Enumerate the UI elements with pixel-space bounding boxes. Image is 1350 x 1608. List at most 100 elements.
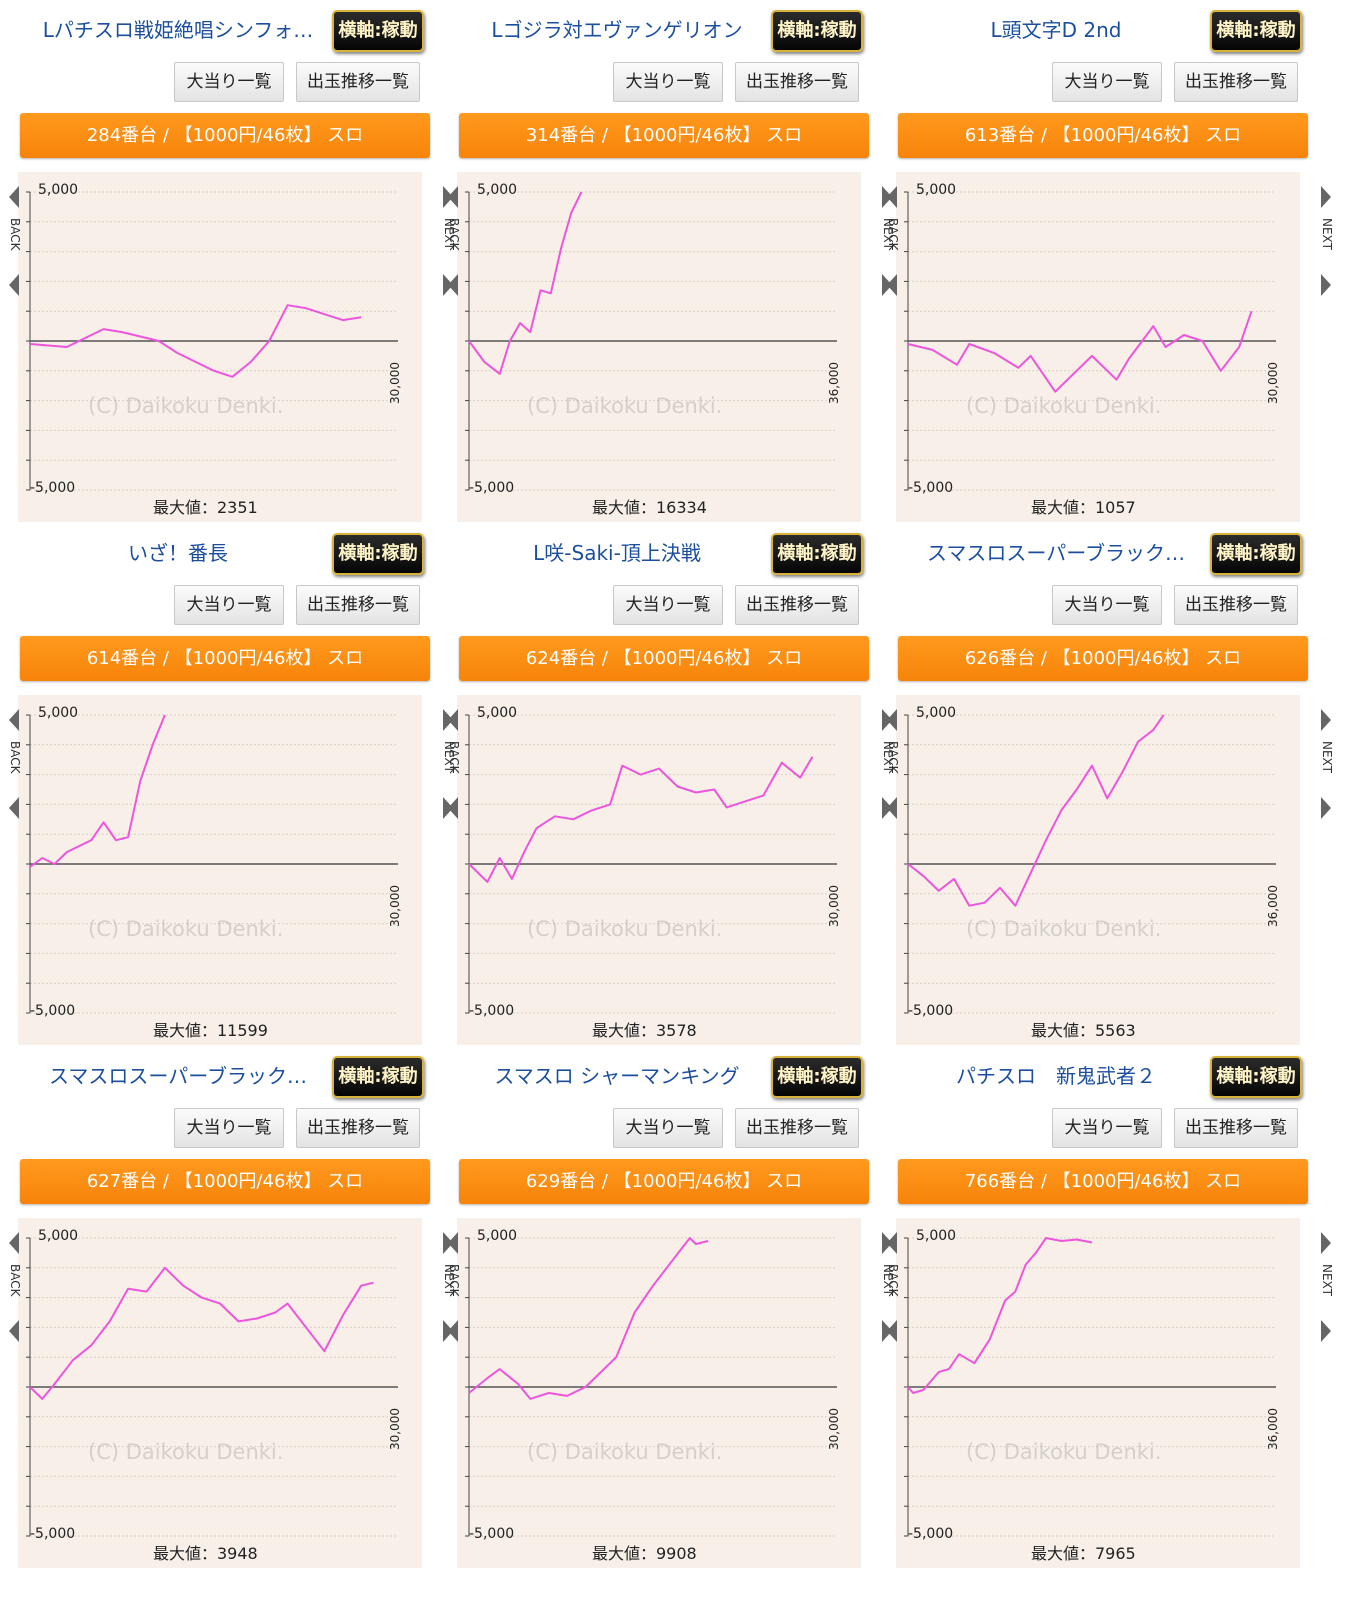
chart-svg <box>18 695 422 1045</box>
y-max-label: 5,000 <box>916 705 957 721</box>
machine-title-link[interactable]: Lゴジラ対エヴァンゲリオン <box>491 18 743 42</box>
next-label: NEXT <box>442 1264 456 1296</box>
payout-trend-list-button[interactable]: 出玉推移一覧 <box>1174 62 1298 102</box>
jackpot-list-button[interactable]: 大当り一覧 <box>174 1108 284 1148</box>
machine-title-link[interactable]: スマスロスーパーブラック… <box>927 541 1185 565</box>
machine-title-link[interactable]: Lパチスロ戦姫絶唱シンフォ… <box>42 18 314 42</box>
max-value-label: 最大値：7965 <box>1031 1544 1136 1563</box>
max-value-label: 最大値：16334 <box>592 498 707 517</box>
watermark: (C) Daikoku Denki. <box>88 917 284 941</box>
axis-toggle-button[interactable]: 横軸:稼動 <box>332 10 424 52</box>
machine-panel: L咲-Saki-頂上決戦 横軸:稼動大当り一覧 出玉推移一覧 624番台 / 【100… <box>447 523 895 1049</box>
next-label: NEXT <box>881 741 895 773</box>
x-max-label: 30,000 <box>827 885 841 927</box>
payout-trend-list-button[interactable]: 出玉推移一覧 <box>1174 585 1298 625</box>
payout-trend-list-button[interactable]: 出玉推移一覧 <box>735 585 859 625</box>
watermark: (C) Daikoku Denki. <box>527 1440 723 1464</box>
max-value-label: 最大値：11599 <box>153 1021 268 1040</box>
arrow-left-icon <box>887 1232 897 1342</box>
back-label: BACK <box>447 741 461 774</box>
watermark: (C) Daikoku Denki. <box>966 917 1162 941</box>
jackpot-list-button[interactable]: 大当り一覧 <box>613 62 723 102</box>
jackpot-list-button[interactable]: 大当り一覧 <box>1052 1108 1162 1148</box>
chart-svg <box>896 695 1300 1045</box>
watermark: (C) Daikoku Denki. <box>527 917 723 941</box>
machine-title-link[interactable]: スマスロスーパーブラック… <box>49 1064 307 1088</box>
axis-toggle-button[interactable]: 横軸:稼動 <box>332 533 424 575</box>
back-nav-button[interactable]: BACK <box>884 186 904 296</box>
machine-title-link[interactable]: スマスロ シャーマンキング <box>494 1064 740 1088</box>
machine-panel: Lゴジラ対エヴァンゲリオン 横軸:稼動大当り一覧 出玉推移一覧 314番台 / 【10… <box>447 0 895 526</box>
back-nav-button[interactable]: BACK <box>884 1232 904 1342</box>
machine-panel: スマスロスーパーブラック… 横軸:稼動 大当り一覧 出玉推移一覧 627番台 / 【10… <box>8 1046 456 1572</box>
jackpot-list-button[interactable]: 大当り一覧 <box>613 1108 723 1148</box>
back-nav-button[interactable]: BACK <box>6 186 26 296</box>
machine-title-link[interactable]: いざ！番長 <box>128 541 228 565</box>
chart-svg <box>457 695 861 1045</box>
next-nav-button[interactable]: NEXT <box>1318 1232 1338 1342</box>
y-max-label: 5,000 <box>477 705 518 721</box>
arrow-right-icon <box>1321 186 1331 296</box>
payout-series-line <box>468 756 814 883</box>
arrow-left-icon <box>887 186 897 296</box>
machine-number-bar: 624番台 / 【1000円/46枚】 スロ <box>459 636 869 681</box>
axis-toggle-button[interactable]: 横軸:稼動 <box>771 533 863 575</box>
axis-toggle-button[interactable]: 横軸:稼動 <box>771 1056 863 1098</box>
payout-trend-list-button[interactable]: 出玉推移一覧 <box>1174 1108 1298 1148</box>
chart-background <box>18 1218 422 1568</box>
jackpot-list-button[interactable]: 大当り一覧 <box>174 585 284 625</box>
max-value-label: 最大値：9908 <box>592 1544 697 1563</box>
machine-number-bar: 629番台 / 【1000円/46枚】 スロ <box>459 1159 869 1204</box>
next-label: NEXT <box>881 218 895 250</box>
x-max-label: 36,000 <box>1266 885 1280 927</box>
arrow-left-icon <box>9 1232 19 1342</box>
arrow-left-icon <box>9 709 19 819</box>
payout-trend-list-button[interactable]: 出玉推移一覧 <box>296 62 420 102</box>
next-nav-button[interactable]: NEXT <box>1318 186 1338 296</box>
back-label: BACK <box>8 741 22 774</box>
watermark: (C) Daikoku Denki. <box>88 394 284 418</box>
machine-panel: スマスロ シャーマンキング 横軸:稼動大当り一覧 出玉推移一覧 629番台 / 【10… <box>447 1046 895 1572</box>
back-nav-button[interactable]: BACK <box>445 186 465 296</box>
y-min-label: -5,000 <box>908 480 954 496</box>
machine-title-link[interactable]: L頭文字D 2nd <box>990 18 1122 42</box>
max-value-label: 最大値：1057 <box>1031 498 1136 517</box>
machine-number-bar: 613番台 / 【1000円/46枚】 スロ <box>898 113 1308 158</box>
next-nav-button[interactable]: NEXT <box>1318 709 1338 819</box>
axis-toggle-button[interactable]: 横軸:稼動 <box>771 10 863 52</box>
payout-series-line <box>29 1266 374 1400</box>
machine-title-link[interactable]: L咲-Saki-頂上決戦 <box>533 541 701 565</box>
axis-toggle-button[interactable]: 横軸:稼動 <box>1210 533 1302 575</box>
payout-trend-list-button[interactable]: 出玉推移一覧 <box>735 62 859 102</box>
x-max-label: 30,000 <box>388 1408 402 1450</box>
y-min-label: -5,000 <box>908 1003 954 1019</box>
y-min-label: -5,000 <box>469 1003 515 1019</box>
axis-toggle-button[interactable]: 横軸:稼動 <box>332 1056 424 1098</box>
machine-number-bar: 314番台 / 【1000円/46枚】 スロ <box>459 113 869 158</box>
axis-toggle-button[interactable]: 横軸:稼動 <box>1210 1056 1302 1098</box>
back-nav-button[interactable]: BACK <box>6 1232 26 1342</box>
watermark: (C) Daikoku Denki. <box>966 394 1162 418</box>
max-value-label: 最大値：3578 <box>592 1021 697 1040</box>
back-label: BACK <box>886 218 900 251</box>
payout-trend-list-button[interactable]: 出玉推移一覧 <box>296 1108 420 1148</box>
next-label: NEXT <box>1320 741 1334 773</box>
y-max-label: 5,000 <box>38 1228 79 1244</box>
x-max-label: 36,000 <box>827 362 841 404</box>
jackpot-list-button[interactable]: 大当り一覧 <box>1052 585 1162 625</box>
jackpot-list-button[interactable]: 大当り一覧 <box>1052 62 1162 102</box>
machine-panel: パチスロ 新鬼武者２ 横軸:稼動 大当り一覧 出玉推移一覧 766番台 / 【1000円… <box>886 1046 1334 1572</box>
back-nav-button[interactable]: BACK <box>445 1232 465 1342</box>
payout-trend-list-button[interactable]: 出玉推移一覧 <box>735 1108 859 1148</box>
jackpot-list-button[interactable]: 大当り一覧 <box>613 585 723 625</box>
axis-toggle-button[interactable]: 横軸:稼動 <box>1210 10 1302 52</box>
jackpot-list-button[interactable]: 大当り一覧 <box>174 62 284 102</box>
payout-chart: 5,000 -5,000 30,000 (C) Daikoku Denki. 最大値：2… <box>8 172 456 534</box>
back-nav-button[interactable]: BACK <box>884 709 904 819</box>
machine-title-link[interactable]: パチスロ 新鬼武者２ <box>956 1064 1156 1088</box>
y-max-label: 5,000 <box>477 182 518 198</box>
payout-trend-list-button[interactable]: 出玉推移一覧 <box>296 585 420 625</box>
back-nav-button[interactable]: BACK <box>6 709 26 819</box>
payout-chart: 5,000 -5,000 36,000 (C) Daikoku Denki. 最大値：5… <box>886 695 1334 1057</box>
back-nav-button[interactable]: BACK <box>445 709 465 819</box>
